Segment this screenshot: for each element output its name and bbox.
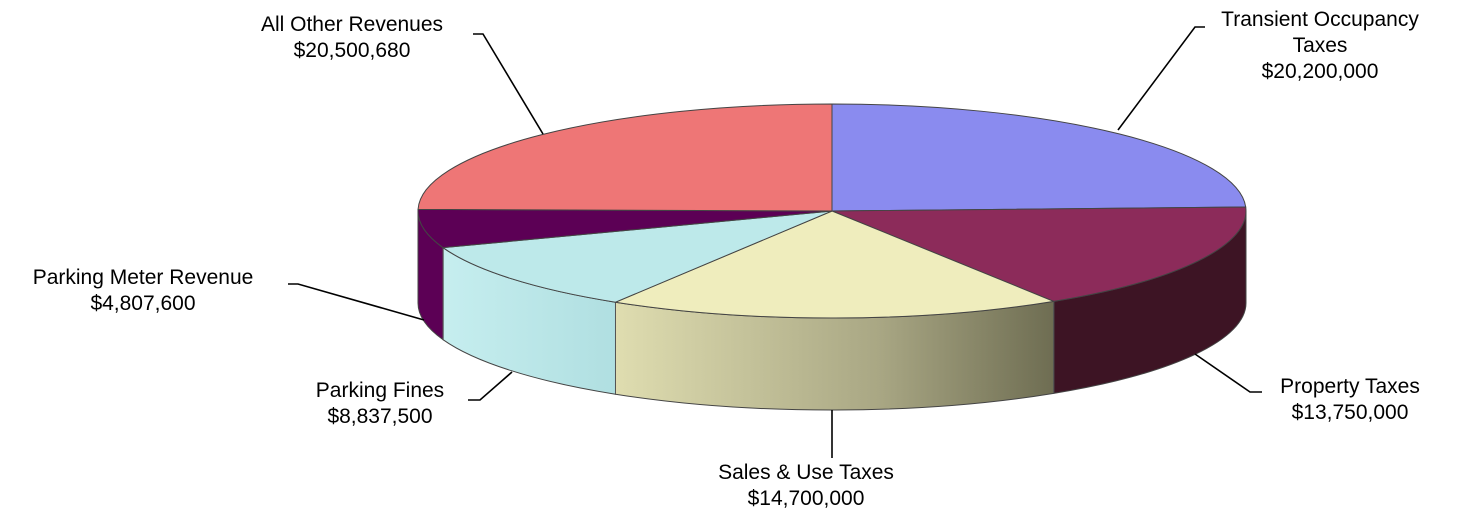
data-label-name-transient-occupancy-taxes: Taxes bbox=[1293, 34, 1348, 57]
leader-line-parking-meter-revenue bbox=[288, 283, 425, 321]
pie-tops bbox=[417, 103, 1247, 319]
data-label-name-sales-use-taxes: Sales & Use Taxes bbox=[718, 461, 894, 484]
pie-sides bbox=[417, 210, 1247, 411]
leader-line-all-other-revenues bbox=[473, 33, 544, 135]
data-label-value-parking-fines: $8,837,500 bbox=[327, 405, 432, 428]
data-label-value-property-taxes: $13,750,000 bbox=[1292, 401, 1409, 424]
leader-line-property-taxes bbox=[1194, 353, 1262, 393]
data-label-value-all-other-revenues: $20,500,680 bbox=[294, 39, 411, 62]
label-leaders bbox=[288, 26, 1262, 458]
data-label-value-parking-meter-revenue: $4,807,600 bbox=[90, 292, 195, 315]
slice-property-taxes bbox=[831, 206, 1247, 302]
data-label-name-parking-fines: Parking Fines bbox=[316, 379, 444, 402]
data-label-name-property-taxes: Property Taxes bbox=[1280, 375, 1420, 398]
slice-sales-use-taxes bbox=[613, 210, 1056, 319]
data-label-name-transient-occupancy-taxes: Transient Occupancy bbox=[1221, 8, 1419, 31]
data-label-name-all-other-revenues: All Other Revenues bbox=[261, 13, 443, 36]
slice-parking-meter-revenue bbox=[417, 208, 833, 249]
data-label-value-transient-occupancy-taxes: $20,200,000 bbox=[1262, 60, 1379, 83]
slice-all-other-revenues bbox=[417, 103, 833, 212]
slice-parking-fines bbox=[441, 210, 833, 303]
leader-line-transient-occupancy-taxes bbox=[1117, 26, 1205, 131]
slice-transient-occupancy-taxes bbox=[831, 103, 1247, 212]
data-label-name-parking-meter-revenue: Parking Meter Revenue bbox=[33, 266, 254, 289]
data-label-value-sales-use-taxes: $14,700,000 bbox=[748, 487, 865, 510]
slice-labels: Transient Occupancy Taxes $20,200,000 Prope… bbox=[33, 8, 1420, 510]
leader-line-parking-fines bbox=[468, 371, 513, 401]
